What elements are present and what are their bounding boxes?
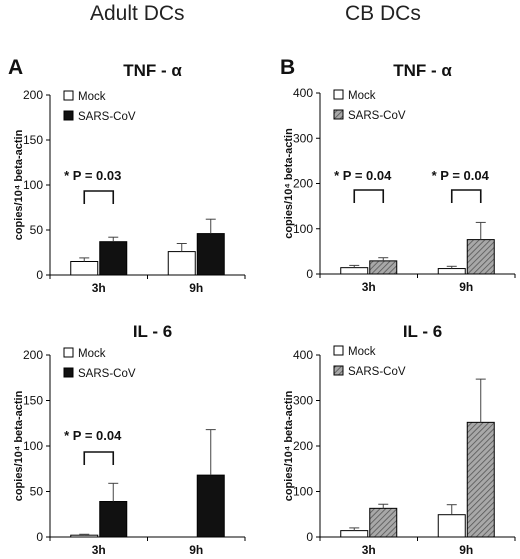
chart-title: TNF - α (123, 61, 182, 80)
y-tick-label: 0 (36, 268, 43, 282)
x-tick-label: 9h (189, 543, 203, 557)
chart-title: TNF - α (393, 61, 452, 80)
bar-mock-3h (340, 530, 369, 538)
panel-letter-b: B (280, 56, 296, 79)
bar-mock-3h (70, 261, 99, 276)
p-value-annotation: * P = 0.04 (64, 428, 122, 443)
legend-label: SARS-CoV (348, 366, 406, 378)
chart-title: IL - 6 (403, 322, 442, 341)
legend-swatch-sars (63, 110, 74, 121)
legend-swatch-sars (333, 365, 344, 376)
bar-sars-9h (466, 239, 495, 275)
cb-dcs-heading: CB DCs (345, 2, 421, 25)
y-tick-label: 0 (306, 267, 313, 281)
legend-swatch-mock (63, 347, 74, 358)
bar-mock-9h (437, 268, 466, 275)
bar-mock-3h (70, 534, 99, 538)
p-value-annotation: * P = 0.04 (334, 168, 392, 183)
y-tick-label: 150 (23, 394, 43, 408)
y-tick-label: 100 (23, 178, 43, 192)
bar-mock-3h (340, 267, 369, 275)
y-axis-label: copies/10⁴ beta-actin (13, 129, 25, 240)
y-tick-label: 0 (306, 530, 313, 544)
y-tick-label: 200 (23, 88, 43, 102)
x-tick-label: 3h (362, 543, 376, 557)
legend-swatch-sars (333, 109, 344, 120)
y-axis-label: copies/10⁴ beta-actin (13, 390, 25, 501)
p-value-annotation: * P = 0.04 (432, 168, 490, 183)
bar-sars-9h (466, 421, 495, 538)
adult-dcs-heading: Adult DCs (90, 2, 185, 25)
legend-label: SARS-CoV (348, 110, 406, 122)
y-tick-label: 0 (36, 530, 43, 544)
y-tick-label: 400 (293, 348, 313, 362)
y-axis-label: copies/10⁴ beta-actin (283, 128, 295, 239)
significance-bracket (83, 190, 115, 204)
y-tick-label: 100 (23, 439, 43, 453)
y-tick-label: 200 (293, 177, 313, 191)
legend-swatch-mock (333, 89, 344, 100)
legend-label: SARS-CoV (78, 368, 136, 380)
x-tick-label: 9h (189, 281, 203, 295)
y-tick-label: 300 (293, 394, 313, 408)
bar-sars-3h (369, 507, 398, 538)
bar-sars-9h (196, 233, 225, 276)
bar-sars-3h (99, 241, 128, 276)
y-tick-label: 200 (23, 348, 43, 362)
bar-sars-3h (99, 501, 128, 538)
y-tick-label: 100 (293, 485, 313, 499)
bar-sars-3h (369, 260, 398, 275)
chart-title: IL - 6 (133, 322, 172, 341)
y-tick-label: 100 (293, 222, 313, 236)
y-tick-label: 150 (23, 133, 43, 147)
y-tick-label: 200 (293, 439, 313, 453)
panel-letter-a: A (8, 56, 24, 79)
y-tick-label: 50 (30, 223, 44, 237)
significance-bracket (353, 189, 385, 203)
legend-label: Mock (78, 348, 106, 360)
y-axis-label: copies/10⁴ beta-actin (283, 390, 295, 501)
x-tick-label: 9h (459, 280, 473, 294)
y-tick-label: 50 (30, 485, 44, 499)
x-tick-label: 3h (362, 280, 376, 294)
legend-label: Mock (78, 91, 106, 103)
y-tick-label: 300 (293, 131, 313, 145)
legend-label: Mock (348, 90, 376, 102)
legend-label: Mock (348, 346, 376, 358)
bar-mock-9h (167, 251, 196, 276)
significance-bracket (450, 189, 482, 203)
bar-mock-9h (437, 514, 466, 538)
legend-label: SARS-CoV (78, 111, 136, 123)
significance-bracket (83, 451, 115, 465)
legend-swatch-mock (63, 90, 74, 101)
legend-swatch-sars (63, 367, 74, 378)
bar-sars-9h (196, 474, 225, 538)
x-tick-label: 9h (459, 543, 473, 557)
p-value-annotation: * P = 0.03 (64, 168, 121, 183)
x-tick-label: 3h (92, 281, 106, 295)
x-tick-label: 3h (92, 543, 106, 557)
legend-swatch-mock (333, 345, 344, 356)
y-tick-label: 400 (293, 86, 313, 100)
